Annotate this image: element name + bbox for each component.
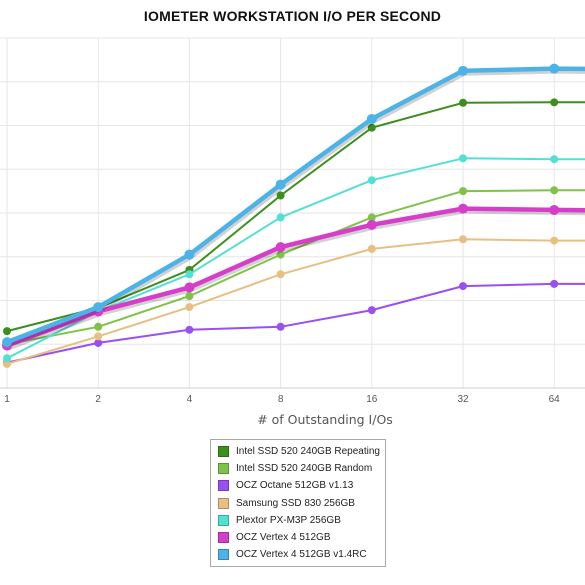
series-ocz-vertex-4-512gb-v1-4rc [2, 63, 585, 348]
legend-label: Samsung SSD 830 256GB [236, 497, 355, 509]
series-lines [2, 63, 585, 368]
data-point[interactable] [94, 332, 103, 341]
legend-item[interactable]: Intel SSD 520 240GB Random [211, 460, 385, 477]
data-point[interactable] [550, 279, 559, 288]
series-samsung-ssd-830-256gb [3, 235, 585, 368]
legend: Intel SSD 520 240GB Repeating Intel SSD 5… [210, 439, 386, 568]
series-ocz-octane-512gb-v1-13 [3, 279, 585, 367]
data-point[interactable] [550, 186, 559, 195]
legend-label: Plextor PX-M3P 256GB [236, 514, 341, 526]
series-intel-ssd-520-240gb-repeating [3, 98, 585, 336]
legend-item[interactable]: OCZ Vertex 4 512GB [211, 529, 385, 546]
line-chart: 1 2 4 8 16 32 64 # of Outstanding I/Os [0, 37, 585, 427]
data-point[interactable] [458, 65, 468, 76]
data-point[interactable] [367, 213, 376, 222]
legend-item[interactable]: Plextor PX-M3P 256GB [211, 512, 385, 529]
data-point[interactable] [366, 219, 377, 230]
data-point[interactable] [459, 187, 467, 196]
data-point[interactable] [367, 244, 376, 253]
data-point[interactable] [276, 322, 285, 331]
data-point[interactable] [184, 282, 195, 293]
x-tick-label: 2 [95, 394, 101, 405]
data-point[interactable] [94, 338, 103, 347]
legend-swatch [218, 446, 229, 458]
data-point[interactable] [276, 191, 285, 200]
data-point[interactable] [549, 63, 560, 74]
x-tick-label: 64 [549, 394, 561, 405]
series-line [6, 66, 585, 345]
x-tick-label: 1 [4, 394, 10, 405]
data-point[interactable] [458, 203, 468, 214]
data-point[interactable] [459, 282, 467, 291]
x-axis-title: # of Outstanding I/Os [257, 412, 393, 427]
data-point[interactable] [549, 204, 560, 215]
x-tick-label: 16 [366, 394, 378, 405]
x-tick-label: 32 [457, 394, 469, 405]
series-line [6, 206, 585, 348]
legend-item[interactable]: Intel SSD 520 240GB Repeating [211, 443, 385, 460]
data-point[interactable] [3, 359, 11, 368]
data-point[interactable] [276, 250, 285, 259]
series-line [6, 101, 585, 333]
data-point[interactable] [367, 123, 376, 132]
legend-item[interactable]: OCZ Vertex 4 512GB v1.4RC [211, 546, 385, 563]
legend-label: Intel SSD 520 240GB Random [236, 463, 373, 475]
data-point[interactable] [459, 98, 467, 107]
data-point[interactable] [550, 98, 559, 107]
data-point[interactable] [459, 235, 467, 244]
data-point[interactable] [367, 306, 376, 315]
data-point[interactable] [185, 303, 194, 312]
data-point[interactable] [2, 337, 12, 348]
data-point[interactable] [275, 242, 286, 253]
legend-swatch [218, 480, 229, 492]
data-point[interactable] [3, 354, 11, 363]
legend-swatch [218, 549, 229, 561]
data-point[interactable] [550, 236, 559, 245]
legend-swatch [218, 532, 229, 544]
data-point[interactable] [93, 302, 104, 313]
data-point[interactable] [459, 154, 467, 163]
legend-label: Intel SSD 520 240GB Repeating [236, 446, 380, 458]
legend-swatch [218, 497, 229, 509]
legend-item[interactable]: Samsung SSD 830 256GB [211, 495, 385, 512]
data-point[interactable] [276, 270, 285, 279]
data-point[interactable] [275, 179, 286, 190]
legend-swatch [218, 514, 229, 526]
legend-label: OCZ Vertex 4 512GB v1.4RC [236, 549, 367, 561]
data-point[interactable] [184, 249, 195, 260]
data-point[interactable] [185, 270, 194, 279]
legend-label: OCZ Octane 512GB v1.13 [236, 480, 354, 492]
legend-swatch [218, 463, 229, 475]
chart-title: IOMETER WORKSTATION I/O PER SECOND [143, 8, 442, 24]
x-tick-label: 8 [278, 394, 284, 405]
data-point[interactable] [185, 325, 194, 334]
legend-item[interactable]: OCZ Octane 512GB v1.13 [211, 477, 385, 494]
data-point[interactable] [3, 327, 11, 336]
x-tick-label: 4 [187, 394, 193, 405]
data-point[interactable] [550, 155, 559, 164]
legend-label: OCZ Vertex 4 512GB [236, 532, 331, 544]
data-point[interactable] [185, 292, 194, 301]
data-point[interactable] [366, 113, 377, 124]
series-line [6, 238, 585, 365]
data-point[interactable] [276, 213, 285, 222]
x-axis-ticks: 1 2 4 8 16 32 64 [4, 394, 560, 405]
data-point[interactable] [367, 176, 376, 185]
series-line [6, 282, 585, 364]
data-point[interactable] [94, 322, 103, 331]
